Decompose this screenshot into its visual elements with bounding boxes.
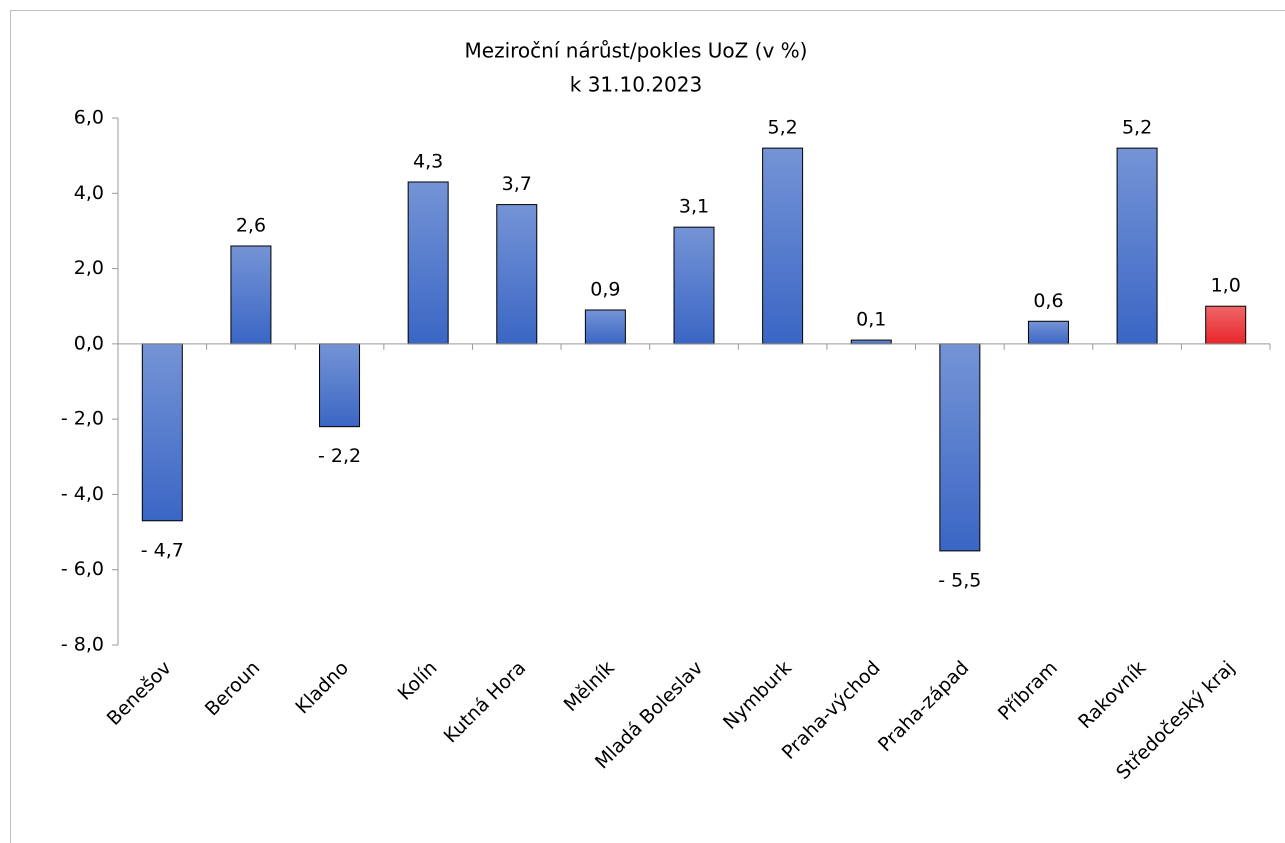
bar [230,245,272,345]
data-label: - 2,2 [318,445,361,467]
data-label: 2,6 [236,214,266,236]
data-label: 0,1 [856,309,886,331]
bar [850,339,892,345]
data-label: 3,7 [502,173,532,195]
chart-subtitle: k 31.10.2023 [570,73,702,97]
x-tick-label: Kolín [394,657,442,705]
data-label: 3,1 [679,196,709,218]
x-tick-label: Beroun [201,657,265,721]
y-tick-label: - 8,0 [61,634,104,656]
data-label: 5,2 [768,117,798,139]
y-tick-label: 4,0 [74,182,104,204]
y-tick-label: - 2,0 [61,408,104,430]
chart-frame [10,10,1285,843]
bar [407,181,449,345]
data-label: 4,3 [413,150,443,172]
x-tick-label: Mělník [560,657,619,716]
bar [141,343,183,522]
y-tick-label: 6,0 [74,107,104,129]
data-label: 1,0 [1211,275,1241,297]
x-tick-label: Kladno [291,657,353,719]
x-tick-label: Benešov [103,657,176,730]
y-tick-label: 2,0 [74,257,104,279]
data-label: - 5,5 [938,569,981,591]
data-label: 5,2 [1122,117,1152,139]
data-label: - 4,7 [141,539,184,561]
y-tick-label: - 6,0 [61,558,104,580]
data-label: 0,6 [1033,290,1063,312]
x-tick-label: Rakovník [1074,657,1150,733]
bar [1027,320,1069,345]
bar [1116,147,1158,345]
bar [939,343,981,552]
bar [673,226,715,345]
bar [584,309,626,345]
bar [319,343,361,428]
x-tick-label: Praha-západ [874,657,973,756]
chart-title: Meziroční nárůst/pokles UoZ (v %) [465,39,808,63]
data-label: 0,9 [590,278,620,300]
bar [1205,305,1247,345]
x-tick-label: Nymburk [719,657,796,734]
bar [762,147,804,345]
y-tick-label: - 4,0 [61,483,104,505]
bar [496,204,538,345]
y-tick-label: 0,0 [74,332,104,354]
x-tick-label: Kutná Hora [440,657,531,748]
x-tick-label: Příbram [994,657,1062,725]
